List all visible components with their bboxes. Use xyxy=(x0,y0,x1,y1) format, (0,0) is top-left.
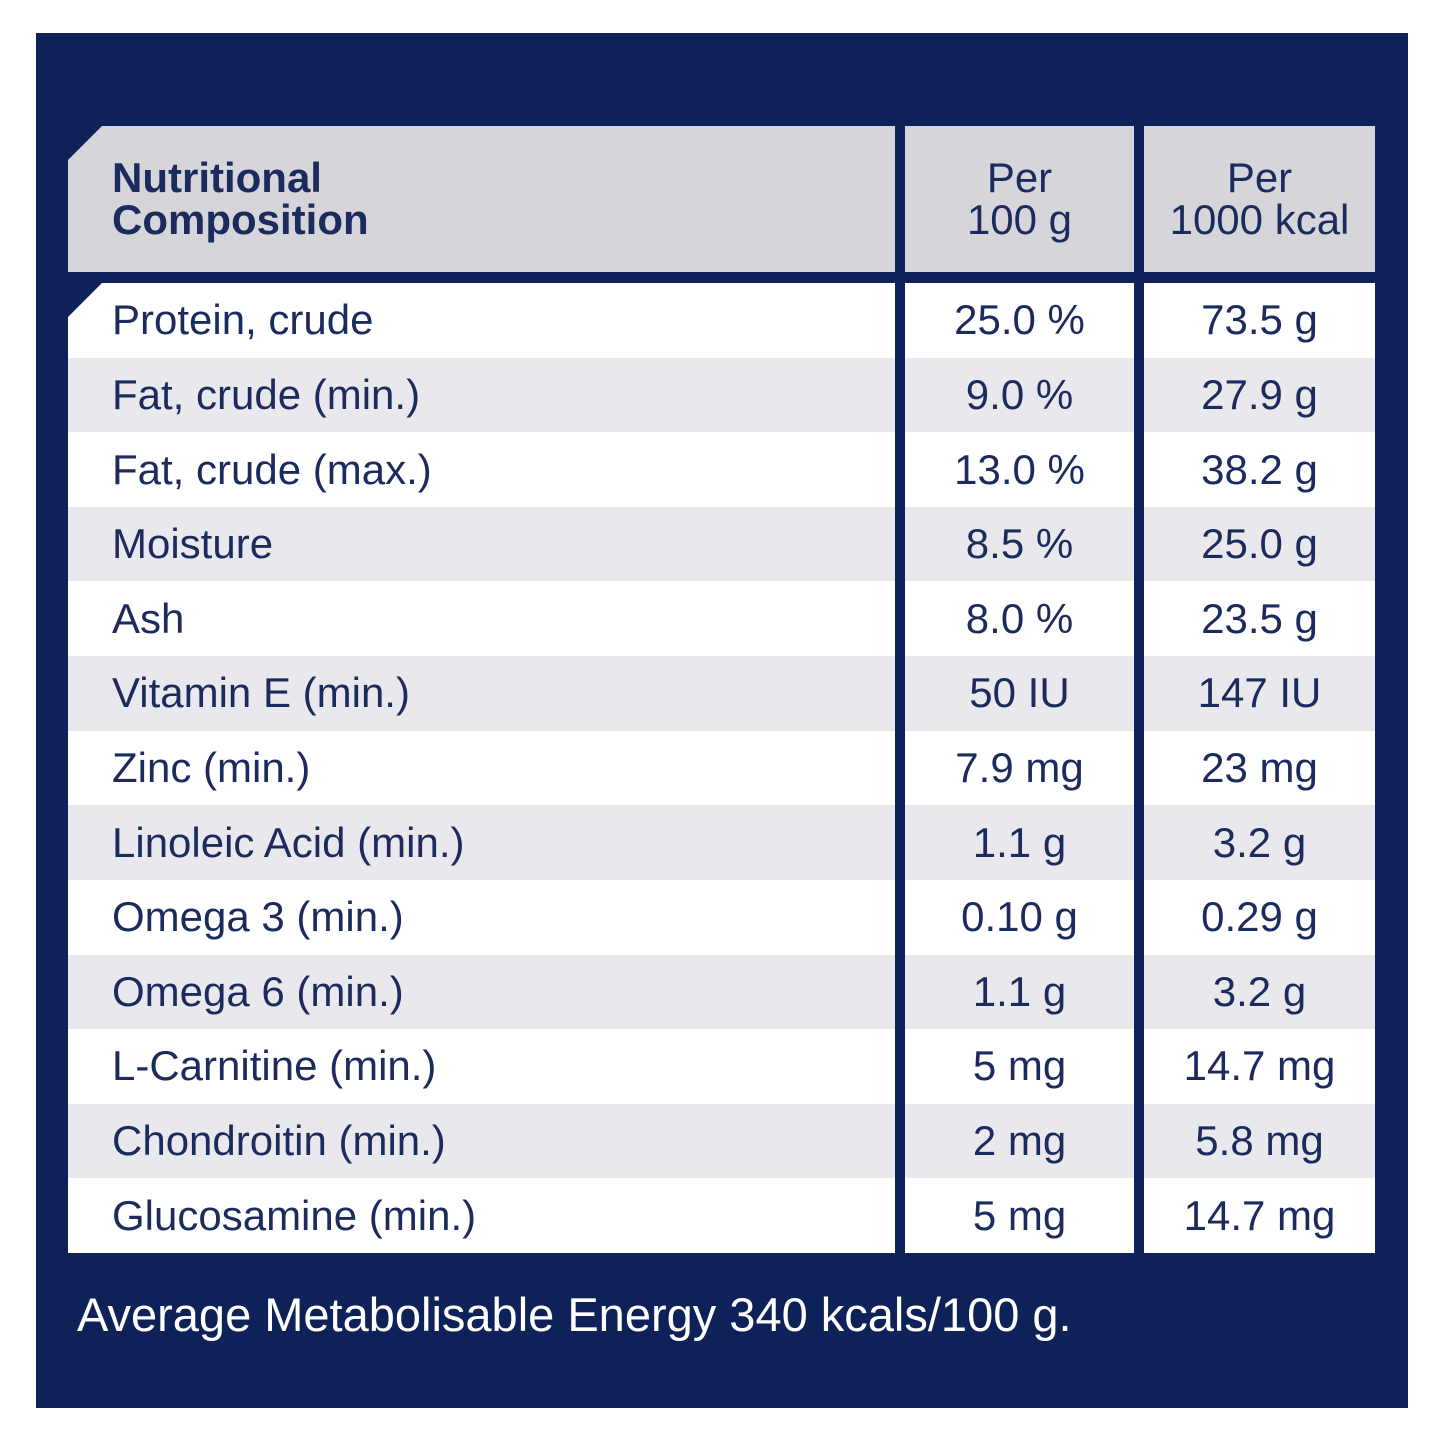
row-value-per-1000kcal: 25.0 g xyxy=(1144,506,1375,582)
table-row-linoleic-acid: Linoleic Acid (min.) 1.1 g 3.2 g xyxy=(68,805,1375,880)
row-label: Fat, crude (min.) xyxy=(68,357,895,433)
row-label: Moisture xyxy=(68,506,895,582)
table-row-ash: Ash 8.0 % 23.5 g xyxy=(68,581,1375,657)
table-title-line-2: Composition xyxy=(112,196,369,243)
row-label: Fat, crude (max.) xyxy=(68,432,895,507)
row-value-per-100g: 7.9 mg xyxy=(905,730,1134,806)
row-label: Zinc (min.) xyxy=(68,730,895,806)
row-value-per-100g: 5 mg xyxy=(905,1029,1134,1104)
row-label: Glucosamine (min.) xyxy=(68,1178,895,1253)
row-value-per-1000kcal: 73.5 g xyxy=(1144,283,1375,358)
row-label: Protein, crude xyxy=(68,283,895,358)
row-value-per-1000kcal: 0.29 g xyxy=(1144,879,1375,955)
table-row-vitamin-e: Vitamin E (min.) 50 IU 147 IU xyxy=(68,656,1375,731)
table-title: Nutritional Composition xyxy=(68,126,895,272)
row-value-per-1000kcal: 27.9 g xyxy=(1144,357,1375,433)
row-value-per-1000kcal: 14.7 mg xyxy=(1144,1178,1375,1253)
nutrition-label-panel: Nutritional Composition Per 100 g Per 10… xyxy=(36,33,1408,1408)
row-value-per-100g: 1.1 g xyxy=(905,954,1134,1030)
column-header-per-1000kcal-line-2: 1000 kcal xyxy=(1169,196,1350,243)
column-header-per-1000kcal: Per 1000 kcal xyxy=(1144,126,1375,272)
row-value-per-100g: 8.0 % xyxy=(905,581,1134,657)
row-value-per-1000kcal: 3.2 g xyxy=(1144,805,1375,880)
table-row-omega-6: Omega 6 (min.) 1.1 g 3.2 g xyxy=(68,954,1375,1030)
row-value-per-100g: 5 mg xyxy=(905,1178,1134,1253)
row-value-per-1000kcal: 3.2 g xyxy=(1144,954,1375,1030)
row-label: Omega 6 (min.) xyxy=(68,954,895,1030)
row-value-per-100g: 50 IU xyxy=(905,656,1134,731)
row-label: L-Carnitine (min.) xyxy=(68,1029,895,1104)
row-label: Ash xyxy=(68,581,895,657)
column-header-per-100g-line-1: Per xyxy=(986,154,1053,201)
row-value-per-1000kcal: 23 mg xyxy=(1144,730,1375,806)
column-header-per-100g-line-2: 100 g xyxy=(966,196,1073,243)
table-row-zinc: Zinc (min.) 7.9 mg 23 mg xyxy=(68,730,1375,806)
table-row-glucosamine: Glucosamine (min.) 5 mg 14.7 mg xyxy=(68,1178,1375,1253)
row-value-per-100g: 0.10 g xyxy=(905,879,1134,955)
table-header-row: Nutritional Composition Per 100 g Per 10… xyxy=(68,126,1375,272)
table-title-line-1: Nutritional xyxy=(112,154,322,201)
row-value-per-1000kcal: 23.5 g xyxy=(1144,581,1375,657)
table-row-chondroitin: Chondroitin (min.) 2 mg 5.8 mg xyxy=(68,1103,1375,1179)
row-value-per-100g: 9.0 % xyxy=(905,357,1134,433)
row-value-per-1000kcal: 5.8 mg xyxy=(1144,1103,1375,1179)
row-value-per-1000kcal: 147 IU xyxy=(1144,656,1375,731)
row-label: Linoleic Acid (min.) xyxy=(68,805,895,880)
table-row-fat-crude-max: Fat, crude (max.) 13.0 % 38.2 g xyxy=(68,432,1375,507)
row-value-per-100g: 8.5 % xyxy=(905,506,1134,582)
row-value-per-1000kcal: 38.2 g xyxy=(1144,432,1375,507)
row-label: Omega 3 (min.) xyxy=(68,879,895,955)
column-header-per-1000kcal-line-1: Per xyxy=(1226,154,1293,201)
table-row-moisture: Moisture 8.5 % 25.0 g xyxy=(68,506,1375,582)
table-row-protein-crude: Protein, crude 25.0 % 73.5 g xyxy=(68,283,1375,358)
table-row-l-carnitine: L-Carnitine (min.) 5 mg 14.7 mg xyxy=(68,1029,1375,1104)
table-row-omega-3: Omega 3 (min.) 0.10 g 0.29 g xyxy=(68,879,1375,955)
row-value-per-100g: 1.1 g xyxy=(905,805,1134,880)
row-label: Chondroitin (min.) xyxy=(68,1103,895,1179)
row-value-per-100g: 2 mg xyxy=(905,1103,1134,1179)
row-value-per-100g: 25.0 % xyxy=(905,283,1134,358)
column-header-per-100g: Per 100 g xyxy=(905,126,1134,272)
row-value-per-1000kcal: 14.7 mg xyxy=(1144,1029,1375,1104)
row-value-per-100g: 13.0 % xyxy=(905,432,1134,507)
metabolisable-energy-note: Average Metabolisable Energy 340 kcals/1… xyxy=(77,1288,1072,1341)
row-label: Vitamin E (min.) xyxy=(68,656,895,731)
table-row-fat-crude-min: Fat, crude (min.) 9.0 % 27.9 g xyxy=(68,357,1375,433)
table-body: Protein, crude 25.0 % 73.5 g Fat, crude … xyxy=(68,283,1375,1253)
